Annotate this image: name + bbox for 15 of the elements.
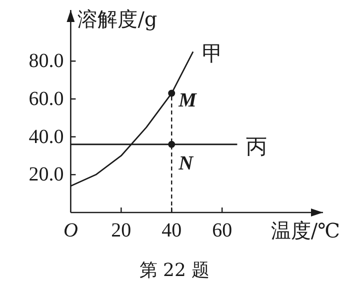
x-tick-label: 20 [111, 220, 132, 242]
annotation: N [178, 152, 195, 174]
x-tick-label: O [63, 220, 78, 242]
y-tick-label: 60.0 [28, 88, 64, 110]
y-axis-title: 溶解度/g [78, 7, 158, 31]
y-tick-label: 20.0 [28, 164, 64, 186]
x-axis-title: 温度/℃ [270, 218, 340, 242]
annotation: M [178, 89, 198, 112]
text: 第 22 题 [139, 260, 210, 281]
y-tick-label: 40.0 [28, 126, 64, 148]
x-tick-label: 40 [162, 220, 182, 242]
series-label: 丙 [246, 134, 268, 158]
x-tick-label: 60 [212, 220, 232, 242]
y-tick-label: 80.0 [28, 50, 64, 72]
series-label: 甲 [202, 42, 224, 66]
